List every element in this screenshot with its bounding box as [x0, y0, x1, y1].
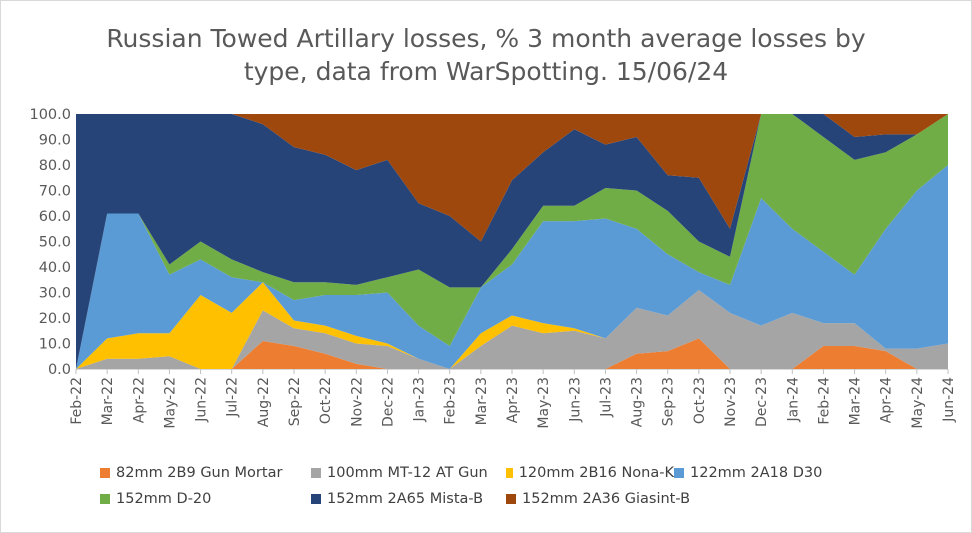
legend-swatch [100, 468, 110, 478]
legend-label: 82mm 2B9 Gun Mortar [116, 465, 283, 481]
x-tick-label: Feb-24 [816, 377, 832, 425]
legend-item: 152mm D-20 [100, 491, 311, 507]
x-tick-label: May-24 [910, 377, 926, 429]
legend-item: 120mm 2B16 Nona-K [506, 465, 674, 481]
x-tick-label: Nov-22 [349, 377, 365, 427]
x-tick-label: Apr-24 [879, 377, 895, 423]
x-tick-label: Jun-23 [567, 377, 583, 423]
y-tick-label: 30.0 [39, 286, 71, 302]
y-tick-label: 0.0 [48, 362, 71, 378]
legend-label: 152mm 2A36 Giasint-B [522, 491, 691, 507]
x-tick-label: Sep-22 [287, 377, 303, 426]
legend-swatch [506, 468, 513, 478]
chart-title: Russian Towed Artillary losses, % 3 mont… [0, 22, 972, 88]
x-tick-label: Feb-22 [69, 377, 85, 425]
x-tick-label: Jun-24 [941, 377, 957, 423]
x-tick-label: Jul-23 [598, 377, 614, 418]
y-tick-label: 100.0 [29, 107, 71, 123]
legend-label: 152mm D-20 [116, 491, 212, 507]
y-tick-label: 90.0 [39, 133, 71, 149]
area-series-120mm-2b16-nona-k [76, 282, 948, 369]
legend-label: 120mm 2B16 Nona-K [518, 465, 674, 481]
legend-swatch [674, 468, 684, 478]
x-tick-label: Nov-23 [723, 377, 739, 427]
legend-swatch [311, 494, 321, 504]
x-tick-label: May-23 [536, 377, 552, 429]
x-tick-label: Dec-22 [380, 377, 396, 427]
x-tick-label: Aug-23 [630, 377, 646, 427]
area-series-group [76, 114, 948, 369]
area-series-152mm-2a65-mista-b [76, 114, 948, 369]
legend: 82mm 2B9 Gun Mortar 100mm MT-12 AT Gun 120… [100, 460, 960, 512]
legend-label: 122mm 2A18 D30 [690, 465, 823, 481]
x-tick-label: Oct-23 [692, 377, 708, 424]
legend-swatch [311, 468, 321, 478]
y-tick-label: 60.0 [39, 209, 71, 225]
x-tick-label: Apr-23 [505, 377, 521, 423]
area-series-122mm-2a18-d30 [76, 165, 948, 369]
chart-title-line-2: type, data from WarSpotting. 15/06/24 [243, 57, 729, 86]
x-tick-label: Apr-22 [131, 377, 147, 423]
legend-item: 122mm 2A18 D30 [674, 465, 864, 481]
x-tick-label: Jul-22 [225, 377, 241, 418]
x-tick-label: May-22 [162, 377, 178, 429]
chart-title-line-1: Russian Towed Artillary losses, % 3 mont… [106, 24, 866, 53]
legend-row: 82mm 2B9 Gun Mortar 100mm MT-12 AT Gun 120… [100, 460, 960, 486]
legend-swatch [506, 494, 516, 504]
x-tick-label: Oct-22 [318, 377, 334, 424]
legend-item: 152mm 2A36 Giasint-B [506, 491, 706, 507]
x-tick-label: Mar-22 [100, 377, 116, 425]
x-tick-label: Jun-22 [194, 377, 210, 423]
axes-group: 0.0 10.0 20.0 30.0 40.0 50.0 60.0 70.0 80.0 90.0 1… [29, 107, 957, 429]
y-tick-label: 80.0 [39, 158, 71, 174]
area-series-100mm-mt-12-at-gun [76, 289, 948, 369]
legend-swatch [100, 494, 110, 504]
y-tick-label: 50.0 [39, 235, 71, 251]
x-tick-label: Dec-23 [754, 377, 770, 427]
y-tick-label: 10.0 [39, 337, 71, 353]
x-tick-label: Mar-24 [848, 377, 864, 425]
x-tick-label: Jan-23 [412, 377, 428, 422]
x-tick-label: Feb-23 [443, 377, 459, 425]
y-tick-label: 40.0 [39, 260, 71, 276]
legend-label: 100mm MT-12 AT Gun [327, 465, 488, 481]
legend-item: 100mm MT-12 AT Gun [311, 465, 506, 481]
legend-item: 82mm 2B9 Gun Mortar [100, 465, 311, 481]
x-tick-label: Aug-22 [256, 377, 272, 427]
legend-row: 152mm D-20 152mm 2A65 Mista-B 152mm 2A36 G… [100, 486, 960, 512]
x-tick-label: Sep-23 [661, 377, 677, 426]
legend-item: 152mm 2A65 Mista-B [311, 491, 506, 507]
legend-label: 152mm 2A65 Mista-B [327, 491, 484, 507]
area-series-152mm-2a36-giasint-b [76, 114, 948, 242]
y-tick-label: 70.0 [39, 184, 71, 200]
x-tick-label: Jan-24 [785, 377, 801, 423]
y-tick-label: 20.0 [39, 311, 71, 327]
x-tick-label: Mar-23 [474, 377, 490, 425]
